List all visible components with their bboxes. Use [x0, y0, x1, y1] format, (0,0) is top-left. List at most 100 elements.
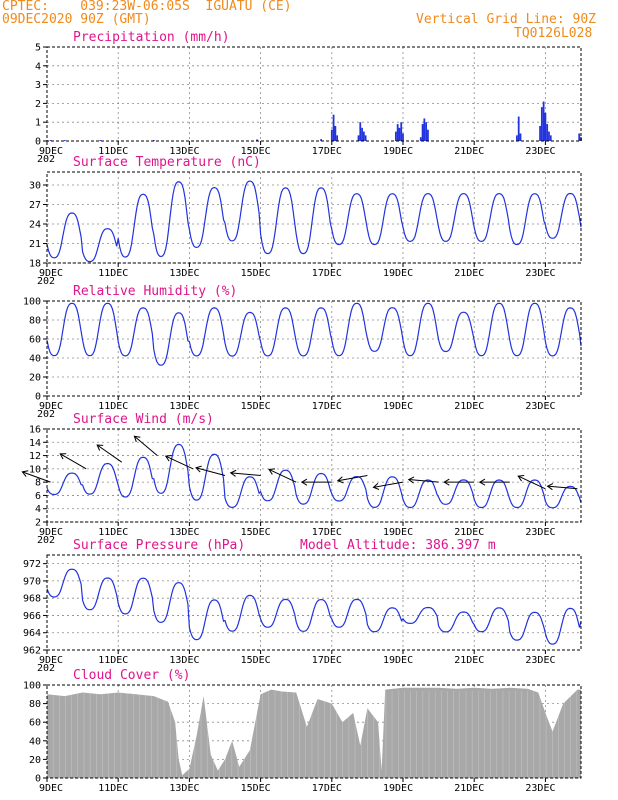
- xtick-label: 15DEC: [241, 146, 271, 157]
- x-year-label: 202: [37, 154, 55, 165]
- wind-arrow-head: [300, 478, 308, 486]
- ytick-label: 0: [35, 137, 41, 148]
- xtick-label: 17DEC: [312, 146, 342, 157]
- xtick-label: 23DEC: [525, 401, 555, 412]
- wind-arrow-head: [407, 476, 415, 484]
- wind-arrow-head: [21, 470, 29, 477]
- wind-arrow: [230, 472, 261, 476]
- xtick-label: 23DEC: [525, 146, 555, 157]
- series-line: [46, 180, 582, 263]
- xtick-label: 23DEC: [525, 655, 555, 666]
- wind-arrow: [59, 453, 87, 470]
- wind-arrow: [373, 481, 404, 488]
- panel-annotation: Model Altitude: 386.397 m: [300, 538, 496, 553]
- precip-bar: [362, 131, 365, 141]
- xtick-label: 19DEC: [383, 268, 413, 279]
- ytick-label: 21: [29, 239, 41, 250]
- precip-bar: [427, 129, 429, 141]
- panel-title: Cloud Cover (%): [73, 668, 190, 683]
- xtick-label: 21DEC: [454, 401, 484, 412]
- xtick-label: 13DEC: [169, 146, 199, 157]
- wind-arrow-head: [229, 469, 237, 477]
- wind-arrow-head: [164, 455, 172, 462]
- wind-arrow: [165, 455, 194, 470]
- xtick-label: 21DEC: [454, 146, 484, 157]
- wind-arrow-head: [546, 483, 554, 491]
- precip-bar: [517, 116, 520, 141]
- xtick-label: 13DEC: [169, 655, 199, 666]
- wind-arrow-head: [517, 474, 525, 482]
- precip-bar: [99, 140, 102, 141]
- precip-bar: [546, 124, 549, 141]
- precip-bar: [402, 133, 404, 141]
- ytick-label: 4: [35, 504, 41, 515]
- precip-bar: [421, 124, 424, 141]
- precip-bar: [542, 101, 545, 141]
- panel-frame: [46, 554, 582, 651]
- panel-frame: [46, 684, 582, 779]
- xtick-label: 17DEC: [312, 527, 342, 538]
- ytick-label: 16: [29, 425, 41, 436]
- xtick-label: 13DEC: [169, 268, 199, 279]
- xtick-label: 19DEC: [383, 401, 413, 412]
- panel-3: 2 4 6 8 10 12 14 16 9DEC 11DEC 13DEC 15DEC 17DEC 19DE…: [21, 412, 582, 546]
- panel-1: 18 21 24 27 30 9DEC 11DEC 13DEC 15DEC 17DEC 19DEC 2…: [29, 155, 582, 287]
- precip-bar: [357, 135, 360, 141]
- xtick-label: 19DEC: [383, 527, 413, 538]
- ytick-label: 968: [23, 594, 41, 605]
- precip-bar: [359, 122, 362, 141]
- wind-arrow-head: [443, 478, 450, 486]
- xtick-label: 11DEC: [98, 401, 128, 412]
- xtick-label: 13DEC: [169, 783, 199, 794]
- xtick-label: 9DEC: [39, 146, 63, 157]
- ytick-label: 80: [29, 699, 41, 710]
- ytick-label: 20: [29, 373, 41, 384]
- ytick-label: 4: [35, 61, 41, 72]
- wind-arrow-head: [59, 453, 67, 460]
- precip-bar: [361, 127, 363, 141]
- precip-bar: [49, 140, 52, 141]
- precip-bar: [578, 133, 581, 141]
- xtick-label: 23DEC: [525, 268, 555, 279]
- xtick-label: 17DEC: [312, 783, 342, 794]
- wind-arrow: [408, 479, 439, 483]
- precip-bar: [398, 127, 401, 141]
- precip-bar: [419, 137, 422, 141]
- ytick-label: 40: [29, 354, 41, 365]
- wind-arrow: [337, 475, 368, 482]
- ytick-label: 10: [29, 464, 41, 475]
- precip-bar: [539, 125, 541, 141]
- precip-bar: [540, 107, 543, 141]
- xtick-label: 11DEC: [98, 527, 128, 538]
- wind-arrow-head: [336, 476, 344, 484]
- wind-arrow: [517, 475, 546, 490]
- precip-bar: [519, 133, 522, 141]
- xtick-label: 15DEC: [241, 527, 271, 538]
- precip-bar: [400, 122, 403, 141]
- xtick-label: 11DEC: [98, 268, 128, 279]
- series-line: [46, 568, 582, 645]
- panel-5: 0 20 40 60 80 100 9DEC 11DEC 13DEC 15DEC 17DEC 19DE…: [23, 668, 582, 794]
- panel-title: Surface Wind (m/s): [73, 412, 214, 427]
- panel-title: Surface Temperature (nC): [73, 155, 261, 170]
- ytick-label: 0: [35, 774, 41, 785]
- xtick-label: 13DEC: [169, 401, 199, 412]
- panel-title: Relative Humidity (%): [73, 284, 237, 299]
- xtick-label: 9DEC: [39, 655, 63, 666]
- precip-bar: [256, 139, 258, 141]
- wind-arrow-head: [372, 483, 380, 490]
- precip-bar: [364, 135, 367, 141]
- panel-frame: [46, 171, 582, 264]
- xtick-label: 9DEC: [39, 527, 63, 538]
- precip-bar: [425, 122, 428, 141]
- header-init-time: 09DEC2020 90Z (GMT): [2, 12, 151, 27]
- x-year-label: 202: [37, 663, 55, 674]
- xtick-label: 11DEC: [98, 655, 128, 666]
- precip-bar: [336, 135, 339, 141]
- ytick-label: 60: [29, 718, 41, 729]
- ytick-label: 27: [29, 200, 41, 211]
- precip-bar: [63, 140, 66, 141]
- ytick-label: 0: [35, 392, 41, 403]
- header-grid-line: Vertical Grid Line: 90Z: [416, 12, 597, 27]
